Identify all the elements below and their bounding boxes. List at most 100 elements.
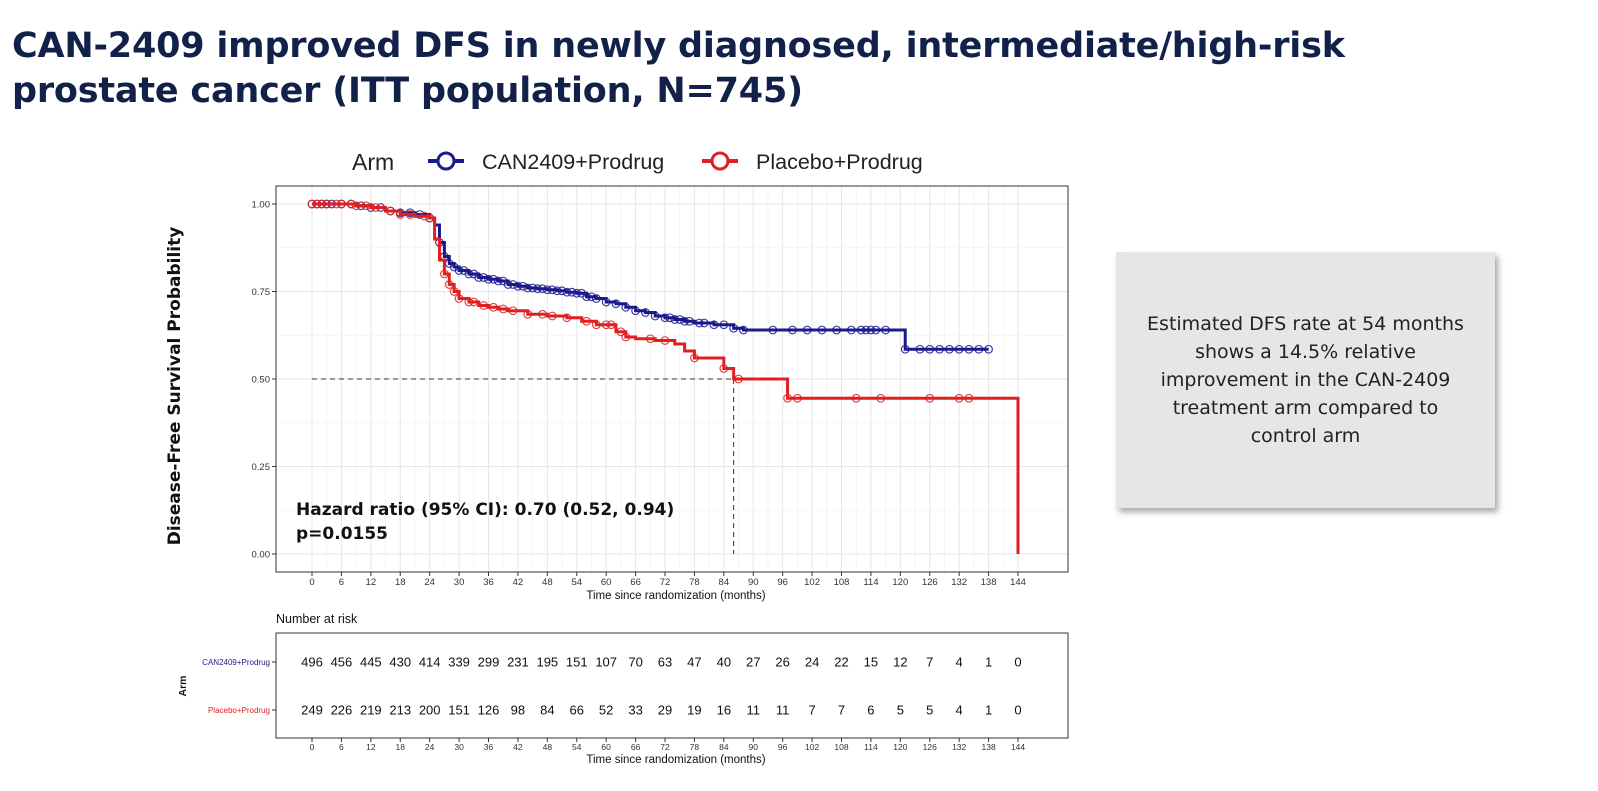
y-tick-label: 0.25	[252, 462, 271, 473]
risk-x-tick-label: 54	[572, 742, 582, 752]
censor-mark	[680, 316, 690, 326]
y-tick-label: 0.50	[252, 375, 271, 386]
risk-x-tick-label: 132	[952, 742, 966, 752]
censor-mark	[322, 199, 332, 209]
risk-count: 249	[301, 703, 323, 718]
risk-count: 11	[776, 703, 790, 718]
y-axis-label: Disease-Free Survival Probability	[165, 227, 185, 546]
risk-x-tick-label: 48	[543, 742, 553, 752]
censor-mark	[351, 201, 361, 211]
censor-mark	[386, 206, 395, 216]
risk-count: 496	[301, 655, 323, 670]
risk-count: 445	[360, 655, 382, 670]
risk-x-tick-label: 72	[660, 742, 670, 752]
censor-mark	[792, 393, 802, 403]
risk-count: 7	[808, 703, 815, 718]
risk-table-ylabel: Arm	[177, 675, 189, 696]
censor-mark	[591, 294, 601, 303]
callout-box: Estimated DFS rate at 54 months shows a …	[1116, 252, 1495, 508]
risk-row-label: CAN2409+Prodrug	[202, 658, 270, 667]
censor-mark	[420, 211, 430, 221]
censor-mark	[670, 315, 680, 324]
x-tick-label: 18	[395, 577, 406, 588]
risk-x-tick-label: 60	[601, 742, 611, 752]
censor-mark	[631, 306, 640, 316]
censor-mark	[768, 325, 778, 335]
risk-count: 5	[926, 703, 933, 718]
callout-text: Estimated DFS rate at 54 months shows a …	[1147, 313, 1464, 447]
censor-mark	[562, 313, 572, 323]
censor-mark	[582, 316, 591, 326]
censor-mark	[954, 344, 964, 354]
risk-x-tick-label: 42	[513, 742, 523, 752]
censor-mark	[346, 199, 356, 209]
risk-count: 33	[628, 703, 642, 718]
censor-mark	[307, 199, 317, 209]
risk-count: 66	[570, 703, 584, 718]
censor-mark	[405, 210, 415, 219]
risk-count: 226	[331, 703, 353, 718]
censor-mark	[861, 325, 871, 335]
risk-count: 126	[478, 703, 500, 718]
legend: Arm CAN2409+Prodrug Placebo+Prodrug	[352, 149, 923, 175]
x-tick-label: 144	[1010, 577, 1026, 588]
censor-mark	[523, 309, 533, 319]
censor-mark	[645, 334, 655, 344]
censor-mark	[954, 393, 964, 403]
censor-mark	[935, 344, 944, 354]
risk-count: 107	[595, 655, 617, 670]
censor-mark	[449, 287, 459, 296]
x-tick-label: 24	[424, 577, 435, 588]
censor-mark	[454, 294, 464, 303]
censor-mark	[479, 301, 488, 310]
risk-count: 0	[1014, 703, 1021, 718]
censor-mark	[538, 284, 547, 294]
censor-mark	[523, 283, 533, 293]
censor-mark	[489, 274, 498, 284]
censor-mark	[474, 273, 484, 282]
censor-mark	[616, 327, 626, 337]
risk-count: 0	[1014, 655, 1021, 670]
risk-x-tick-label: 102	[805, 742, 819, 752]
censor-mark	[915, 344, 925, 354]
x-tick-label: 66	[630, 577, 641, 588]
x-tick-label: 132	[951, 577, 967, 588]
censor-mark	[788, 325, 797, 335]
censor-mark	[395, 210, 405, 219]
risk-row-can2409: CAN2409+Prodrug 496 456 445 430 414 339 299 231 1…	[202, 655, 1021, 670]
risk-count: 70	[628, 655, 642, 670]
x-tick-label: 114	[863, 577, 878, 588]
censor-mark	[974, 344, 984, 354]
x-tick-label: 36	[483, 577, 494, 588]
censor-mark	[611, 299, 621, 309]
risk-x-tick-label: 36	[484, 742, 494, 752]
risk-table-title: Number at risk	[276, 612, 358, 626]
risk-row-label: Placebo+Prodrug	[208, 706, 270, 715]
risk-count: 414	[419, 655, 441, 670]
x-tick-label: 12	[366, 577, 377, 588]
x-tick-label: 30	[454, 577, 465, 588]
censor-mark	[317, 199, 327, 209]
x-tick-label: 126	[922, 577, 938, 588]
censor-mark	[690, 353, 699, 363]
risk-count: 7	[838, 703, 845, 718]
censor-mark	[513, 281, 523, 291]
censor-mark	[925, 393, 935, 403]
censor-mark	[621, 302, 631, 312]
legend-swatch-marker	[710, 151, 730, 171]
risk-count: 430	[389, 655, 411, 670]
x-tick-label: 6	[339, 577, 344, 588]
risk-count: 40	[717, 655, 731, 670]
censor-mark	[572, 288, 582, 298]
censor-mark	[484, 274, 493, 284]
censor-mark	[900, 344, 910, 354]
risk-count: 151	[448, 703, 470, 718]
censor-mark	[719, 320, 729, 330]
km-figure: 0 6 12 18 24 30 36 42 48 54 60 66 72 78 84 90 96 102 108 11…	[165, 149, 1069, 766]
censor-mark	[881, 325, 891, 335]
censor-mark	[665, 313, 675, 323]
censor-mark	[601, 297, 611, 307]
censor-mark	[984, 344, 993, 354]
risk-count: 12	[893, 655, 907, 670]
censor-mark	[464, 269, 474, 279]
